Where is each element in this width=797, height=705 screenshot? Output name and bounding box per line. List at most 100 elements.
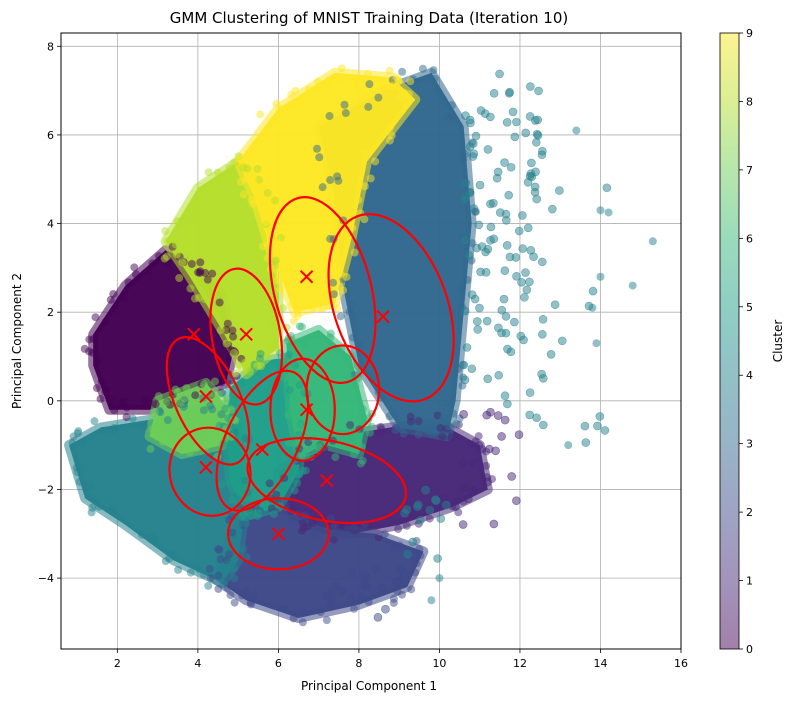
- y-tick-label: −4: [38, 572, 54, 585]
- data-point: [529, 252, 538, 262]
- data-point: [483, 477, 492, 487]
- data-point: [290, 486, 299, 495]
- data-point: [527, 158, 536, 168]
- data-point: [288, 300, 297, 309]
- data-point: [438, 432, 447, 441]
- data-point: [461, 150, 470, 159]
- data-point: [256, 110, 265, 119]
- data-point: [350, 604, 359, 613]
- data-point: [217, 378, 226, 387]
- data-point: [413, 502, 422, 511]
- data-point: [122, 413, 131, 422]
- data-point: [550, 300, 560, 310]
- data-point: [128, 414, 137, 423]
- data-point: [564, 441, 573, 450]
- data-point: [225, 164, 234, 173]
- data-point: [459, 410, 468, 419]
- data-point: [191, 391, 200, 400]
- data-point: [324, 80, 333, 89]
- data-point: [216, 563, 225, 572]
- data-point: [388, 81, 397, 90]
- x-tick-label: 2: [114, 657, 121, 670]
- data-point: [510, 132, 520, 142]
- data-point: [476, 267, 485, 277]
- data-point: [256, 362, 265, 371]
- data-point: [185, 448, 194, 457]
- data-point: [329, 278, 338, 287]
- data-point: [276, 105, 285, 114]
- data-point: [284, 439, 293, 448]
- data-point: [482, 461, 491, 470]
- data-point: [216, 555, 225, 564]
- data-point: [604, 208, 613, 217]
- data-point: [407, 585, 416, 594]
- data-point: [483, 244, 493, 254]
- data-point: [501, 328, 511, 338]
- data-point: [412, 559, 421, 568]
- data-point: [483, 374, 493, 384]
- data-point: [249, 176, 258, 185]
- y-tick-label: −2: [38, 483, 54, 496]
- data-point: [474, 441, 484, 450]
- data-point: [476, 106, 486, 115]
- data-point: [295, 470, 304, 479]
- data-point: [593, 421, 602, 431]
- data-point: [296, 421, 305, 430]
- data-point: [326, 329, 335, 338]
- data-point: [285, 350, 294, 359]
- data-point: [287, 405, 296, 414]
- x-tick-label: 12: [513, 657, 527, 670]
- data-point: [337, 64, 346, 73]
- data-point: [322, 591, 332, 600]
- data-point: [320, 526, 329, 535]
- data-point: [380, 530, 389, 539]
- data-point: [182, 384, 191, 393]
- data-point: [144, 267, 153, 276]
- data-point: [518, 244, 528, 253]
- gmm-ellipse-8: [246, 437, 408, 525]
- data-point: [269, 319, 278, 328]
- data-point: [318, 304, 327, 313]
- data-point: [360, 149, 369, 158]
- data-point: [502, 118, 512, 127]
- data-point: [425, 505, 435, 515]
- data-point: [279, 304, 288, 313]
- data-point: [163, 237, 172, 246]
- data-point: [507, 472, 516, 481]
- data-point: [469, 204, 479, 213]
- data-point: [298, 608, 307, 617]
- data-point: [336, 312, 345, 321]
- data-point: [283, 265, 292, 274]
- data-point: [500, 391, 510, 401]
- data-point: [526, 82, 535, 91]
- data-point: [89, 334, 98, 343]
- data-point: [285, 386, 294, 395]
- data-point: [315, 153, 324, 162]
- data-point: [510, 317, 519, 327]
- data-point: [486, 112, 495, 122]
- data-point: [88, 503, 97, 512]
- data-point: [463, 275, 472, 284]
- x-tick-label: 4: [194, 657, 201, 670]
- x-tick-label: 16: [674, 657, 688, 670]
- colorbar-tick-label: 1: [746, 575, 753, 588]
- data-point: [333, 172, 342, 181]
- data-point: [225, 550, 234, 559]
- data-point: [280, 373, 289, 382]
- data-point: [131, 270, 140, 279]
- data-point: [465, 115, 475, 125]
- data-point: [371, 157, 380, 166]
- data-point: [381, 604, 390, 614]
- data-point: [442, 399, 451, 408]
- data-point: [525, 112, 535, 121]
- data-point: [347, 568, 356, 577]
- data-point: [511, 253, 521, 262]
- gmm-ellipses: [165, 196, 455, 571]
- data-point: [78, 464, 87, 473]
- data-point: [95, 502, 104, 511]
- data-point: [523, 178, 533, 187]
- data-point: [375, 430, 384, 439]
- data-point: [300, 340, 309, 349]
- data-point: [357, 592, 366, 601]
